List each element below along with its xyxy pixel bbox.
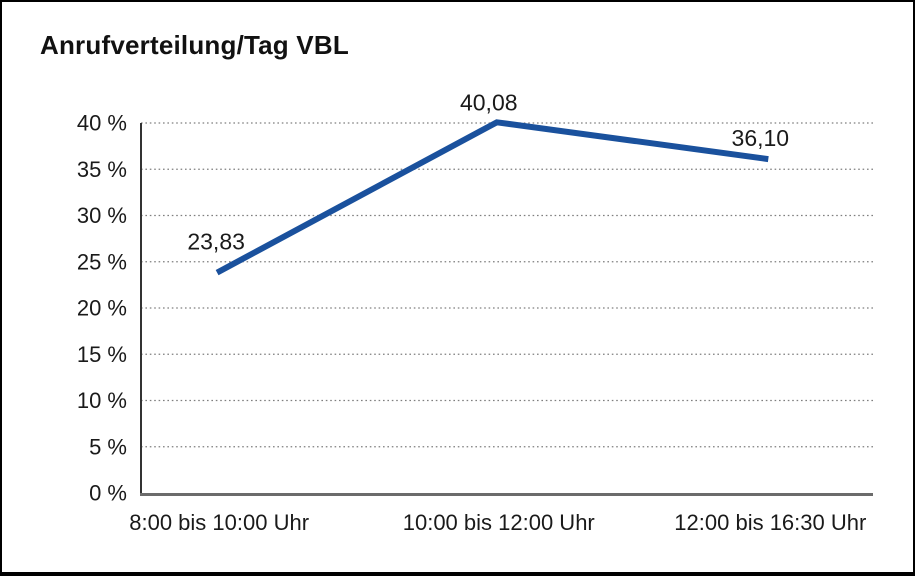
x-axis-category-label: 12:00 bis 16:30 Uhr	[674, 510, 866, 535]
y-axis-tick-label: 20 %	[77, 296, 127, 321]
y-axis-tick-label: 15 %	[77, 342, 127, 367]
data-point-label: 36,10	[732, 125, 790, 151]
x-axis-category-label: 8:00 bis 10:00 Uhr	[129, 510, 309, 535]
y-axis-tick-label: 35 %	[77, 157, 127, 182]
x-axis-category-label: 10:00 bis 12:00 Uhr	[403, 510, 595, 535]
y-axis-tick-label: 40 %	[77, 111, 127, 136]
y-axis-tick-label: 25 %	[77, 249, 127, 274]
data-point-label: 40,08	[460, 89, 518, 115]
chart-title: Anrufverteilung/Tag VBL	[40, 30, 349, 60]
y-axis-tick-label: 5 %	[89, 434, 127, 459]
data-line	[215, 119, 769, 276]
y-axis-tick-label: 10 %	[77, 388, 127, 413]
y-axis-tick-label: 30 %	[77, 203, 127, 228]
data-point-label: 23,83	[187, 229, 245, 255]
y-axis-tick-label: 0 %	[89, 481, 127, 506]
